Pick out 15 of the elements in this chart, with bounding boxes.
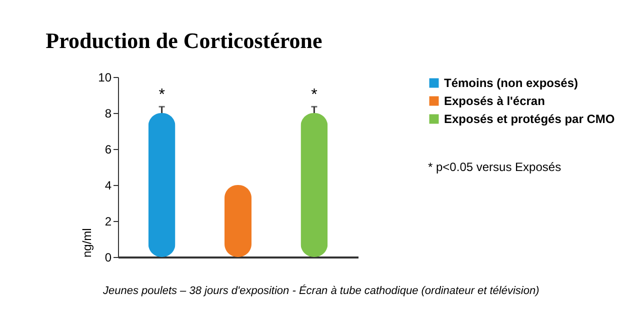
text: * p<0.05 versus Exposés [428, 160, 562, 174]
y-tick-label: 8 [104, 106, 112, 120]
y-axis-title: ng/ml [80, 228, 94, 258]
data-label: * [311, 86, 318, 104]
legend-label: Témoins (non exposés) [444, 76, 578, 90]
y-tick-label: 2 [104, 214, 112, 228]
y-tick-label: 0 [104, 250, 112, 264]
legend-label: Exposés à l'écran [444, 94, 545, 108]
text: Jeunes poulets – 38 jours d'exposition - Écran à tube cathodique (ordinateur et télévision) [102, 284, 540, 297]
legend-label: Exposés et protégés par CMO [444, 112, 615, 126]
y-tick-label: 6 [104, 142, 112, 156]
y-tick-label: 4 [104, 178, 112, 192]
chart-title: Production de Corticostérone [46, 28, 322, 53]
data-label: * [158, 86, 165, 104]
y-tick-label: 10 [98, 70, 112, 84]
